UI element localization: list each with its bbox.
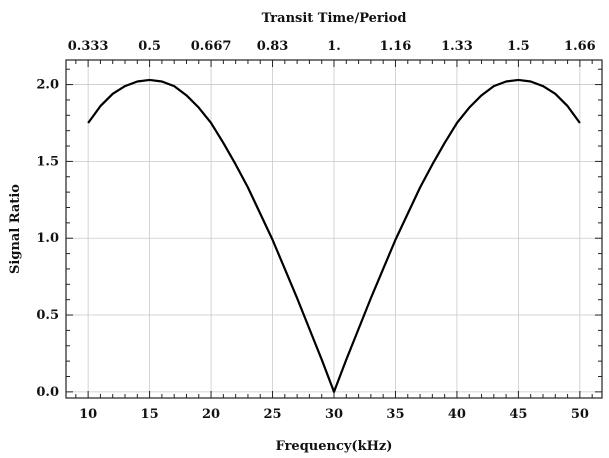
x2-tick-label: 1. xyxy=(327,39,341,54)
x-tick-label: 20 xyxy=(202,407,220,422)
x2-tick-label: 1.33 xyxy=(441,39,473,54)
x-tick-label: 45 xyxy=(509,407,527,422)
y-tick-label: 1.5 xyxy=(36,154,59,169)
x2-tick-label: 0.83 xyxy=(257,39,289,54)
series-line xyxy=(87,78,581,393)
x-tick-label: 35 xyxy=(386,407,404,422)
x2-tick-label: 1.16 xyxy=(380,39,412,54)
axis-ticks xyxy=(66,60,602,398)
grid-lines xyxy=(66,60,602,398)
x-axis-title: Frequency(kHz) xyxy=(276,439,393,454)
y-tick-label: 2.0 xyxy=(36,78,59,93)
x-tick-label: 15 xyxy=(141,407,159,422)
x-tick-label: 25 xyxy=(263,407,281,422)
y-tick-label: 0.0 xyxy=(36,385,59,400)
x2-tick-label: 0.667 xyxy=(191,39,232,54)
y-tick-label: 1.0 xyxy=(36,231,59,246)
top-axis-title: Transit Time/Period xyxy=(262,11,407,26)
x-tick-label: 10 xyxy=(79,407,97,422)
x-tick-label: 40 xyxy=(448,407,466,422)
y-axis-title: Signal Ratio xyxy=(8,184,23,274)
x2-tick-label: 1.66 xyxy=(564,39,596,54)
tick-labels: 10 0.333 15 0.5 20 0.667 25 0.83 30 1. 35 1.16 40 1.3… xyxy=(36,39,595,422)
x-tick-label: 50 xyxy=(571,407,589,422)
x-tick-label: 30 xyxy=(325,407,343,422)
x2-tick-label: 1.5 xyxy=(507,39,530,54)
x2-tick-label: 0.5 xyxy=(138,39,161,54)
x2-tick-label: 0.333 xyxy=(68,39,109,54)
y-tick-label: 0.5 xyxy=(36,308,59,323)
